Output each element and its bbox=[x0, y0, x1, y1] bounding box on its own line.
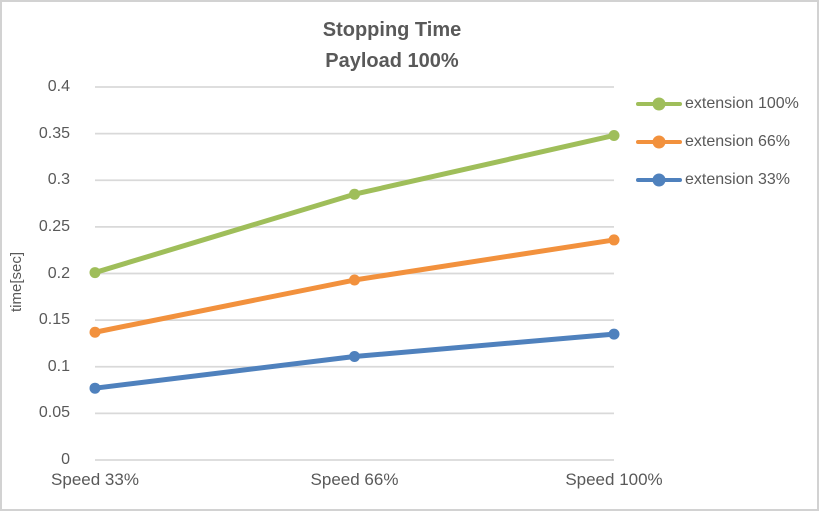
data-point-marker-icon bbox=[89, 267, 101, 279]
data-point-marker-icon bbox=[89, 382, 101, 394]
chart-title: Stopping Time Payload 100% bbox=[2, 15, 782, 77]
data-point-marker-icon bbox=[608, 129, 620, 141]
data-point-marker-icon bbox=[349, 188, 360, 200]
data-point-marker-icon bbox=[608, 234, 620, 246]
data-point-marker-icon bbox=[89, 326, 101, 338]
series-line-1 bbox=[92, 237, 617, 335]
data-point-marker-icon bbox=[349, 350, 360, 362]
data-point-marker-icon bbox=[349, 274, 360, 286]
chart-title-line2: Payload 100% bbox=[325, 50, 459, 72]
chart-title-line1: Stopping Time bbox=[322, 19, 462, 41]
data-point-marker-icon bbox=[608, 328, 620, 340]
